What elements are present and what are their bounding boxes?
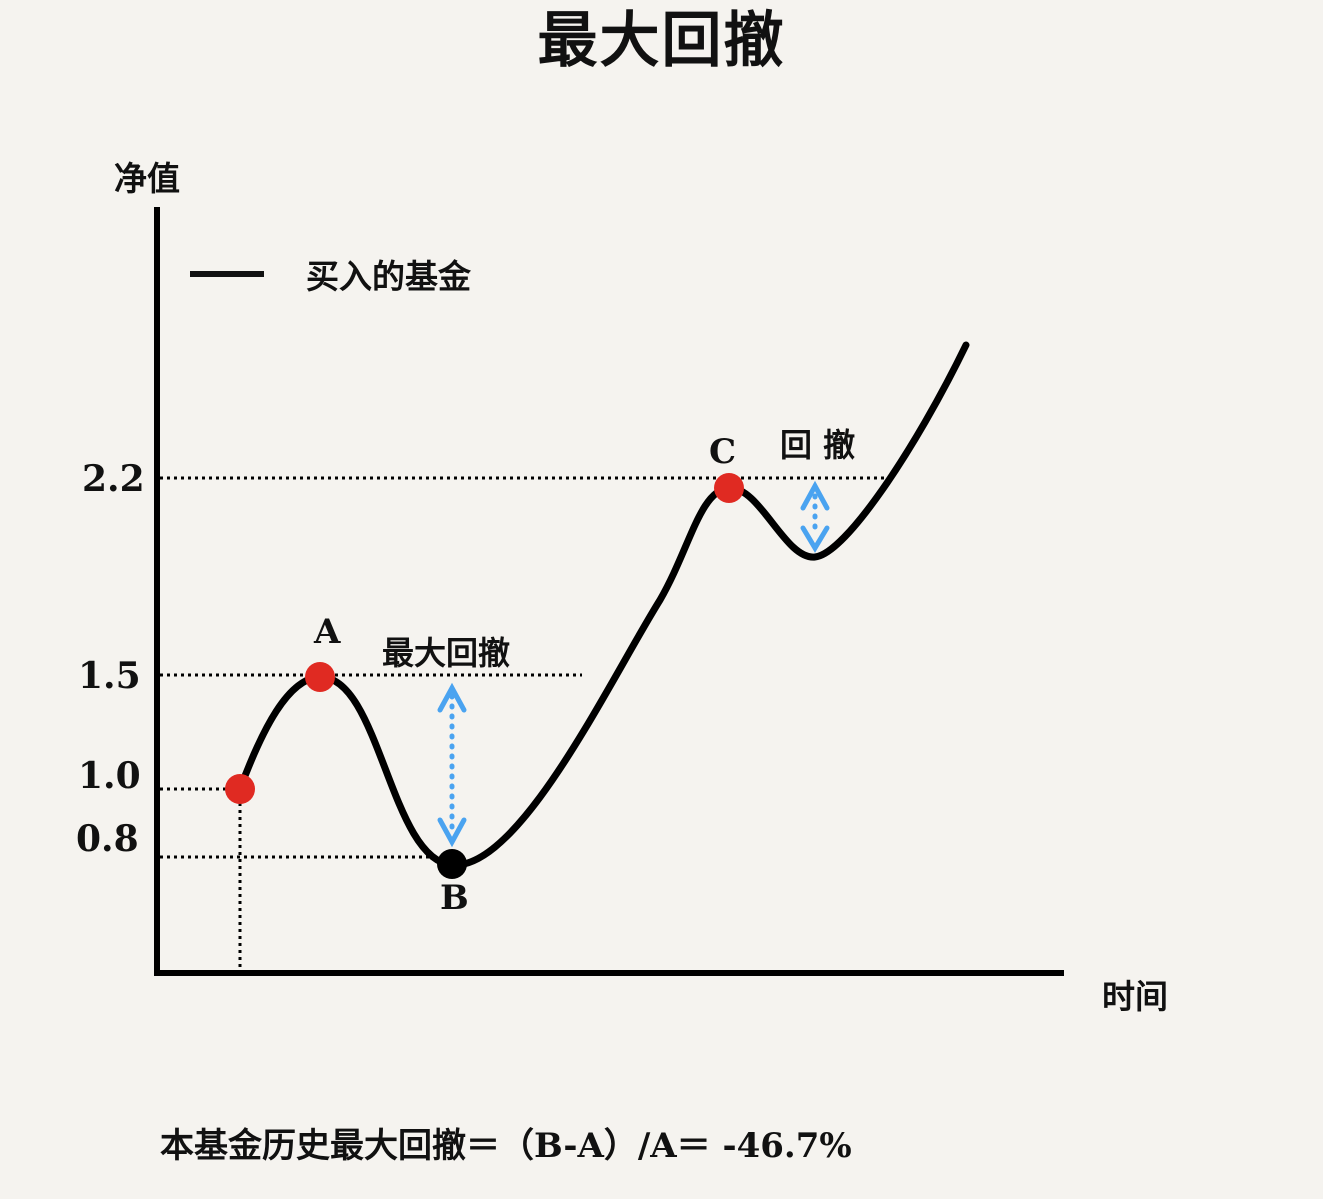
fund-nav-curve [236,341,970,869]
label-point-a: A [314,612,341,652]
formula: 本基金历史最大回撤＝（B-A）/A＝ -46.7% [160,1118,852,1167]
annotation-drawdown: 回 撤 [780,426,856,464]
ytick-1-5: 1.5 [78,655,141,697]
drawdown-arrow [800,480,830,553]
legend-label: 买入的基金 [306,257,471,296]
legend-line-swatch [190,271,264,277]
start-point [225,774,255,804]
formula-expression: B-A）/A＝ -46.7% [534,1126,852,1166]
label-point-b: B [440,878,469,918]
formula-prefix: 本基金历史最大回撤＝（ [160,1126,534,1166]
y-axis-label: 净值 [114,159,180,198]
ytick-0-8: 0.8 [76,818,139,860]
ytick-1-0: 1.0 [78,755,141,797]
point-a [305,662,335,692]
point-b [437,849,467,879]
ytick-2-2: 2.2 [82,458,145,500]
max-drawdown-arrow [437,682,467,848]
page-title: 最大回撤 [537,6,786,76]
annotation-max-drawdown: 最大回撤 [382,634,511,672]
x-axis-label: 时间 [1102,977,1168,1016]
label-point-c: C [709,432,737,472]
point-c [714,473,744,503]
